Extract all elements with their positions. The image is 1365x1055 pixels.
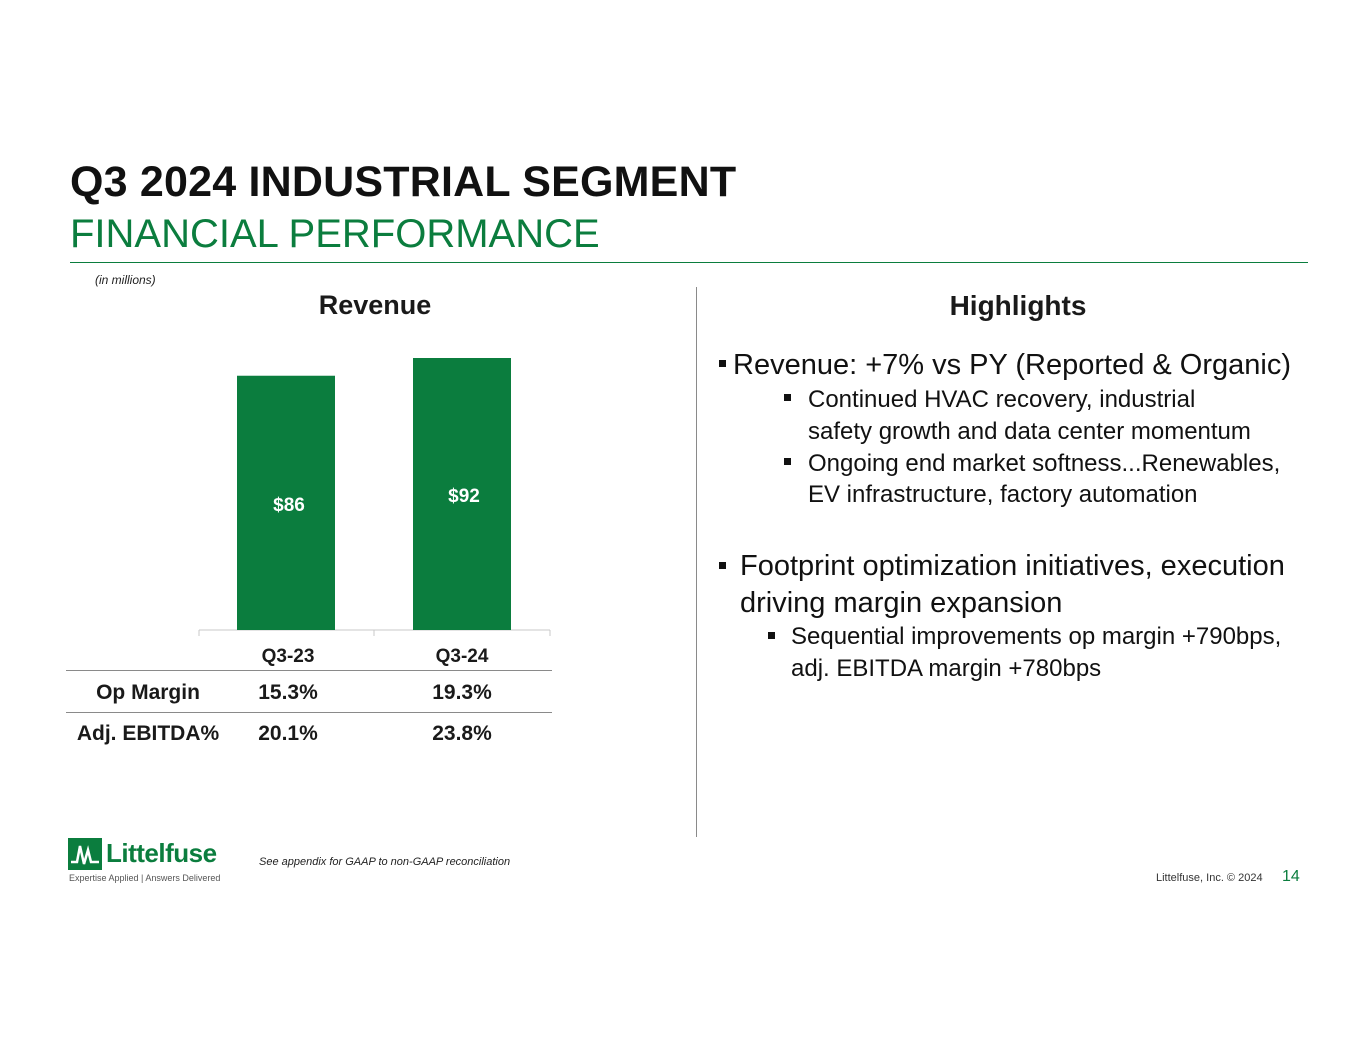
sub-bullet-line: Ongoing end market softness...Renewables… — [808, 450, 1281, 477]
sub-bullet-line: Sequential improvements op margin +790bp… — [791, 623, 1282, 650]
footnote: See appendix for GAAP to non-GAAP reconc… — [259, 856, 511, 868]
highlights-title: Highlights — [949, 290, 1087, 321]
bullet-square-icon — [719, 360, 726, 367]
header-rule — [70, 262, 1308, 263]
revenue-chart-title: Revenue — [318, 290, 432, 320]
littelfuse-logo-icon — [68, 838, 102, 870]
bullet-square-icon — [768, 632, 775, 639]
bullet-square-icon — [719, 562, 726, 569]
revenue-bar-chart: $86 $92 — [198, 358, 551, 636]
table-line-top — [66, 670, 552, 671]
page-number: 14 — [1282, 868, 1300, 885]
copyright: Littelfuse, Inc. © 2024 — [1156, 872, 1263, 884]
logo-name: Littelfuse — [106, 838, 217, 868]
table-line-mid — [66, 712, 552, 713]
revenue-bar-q3-24 — [413, 358, 511, 630]
sub-bullet-line: safety growth and data center momentum — [808, 418, 1251, 445]
category-label-q3-24: Q3-24 — [435, 646, 489, 667]
column-divider — [696, 287, 697, 837]
sub-bullet-line: EV infrastructure, factory automation — [808, 481, 1198, 508]
cell-adj-ebitda-q3-24: 23.8% — [432, 722, 492, 745]
sub-bullet-line: Continued HVAC recovery, industrial — [808, 386, 1196, 413]
cell-adj-ebitda-q3-23: 20.1% — [258, 722, 318, 745]
bullet-text-line: Footprint optimization initiatives, exec… — [740, 550, 1285, 582]
row-label-op-margin: Op Margin — [96, 681, 200, 704]
logo-tagline: Expertise Applied | Answers Delivered — [69, 873, 221, 883]
bar-data-label: $86 — [273, 495, 305, 516]
cell-op-margin-q3-23: 15.3% — [258, 681, 318, 704]
bullet-text-line: driving margin expansion — [740, 587, 1063, 619]
page-subtitle: FINANCIAL PERFORMANCE — [70, 212, 600, 256]
cell-op-margin-q3-24: 19.3% — [432, 681, 492, 704]
sub-bullet-line: adj. EBITDA margin +780bps — [791, 655, 1102, 682]
bullet-text: Revenue: +7% vs PY (Reported & Organic) — [733, 349, 1291, 381]
bullet-square-icon — [784, 458, 791, 465]
bar-data-label: $92 — [448, 486, 480, 507]
page-title: Q3 2024 INDUSTRIAL SEGMENT — [70, 158, 737, 206]
row-label-adj-ebitda: Adj. EBITDA% — [76, 722, 220, 745]
category-label-q3-23: Q3-23 — [261, 646, 315, 667]
bullet-square-icon — [784, 394, 791, 401]
revenue-bar-q3-23 — [237, 375, 335, 630]
units-note: (in millions) — [95, 273, 156, 287]
